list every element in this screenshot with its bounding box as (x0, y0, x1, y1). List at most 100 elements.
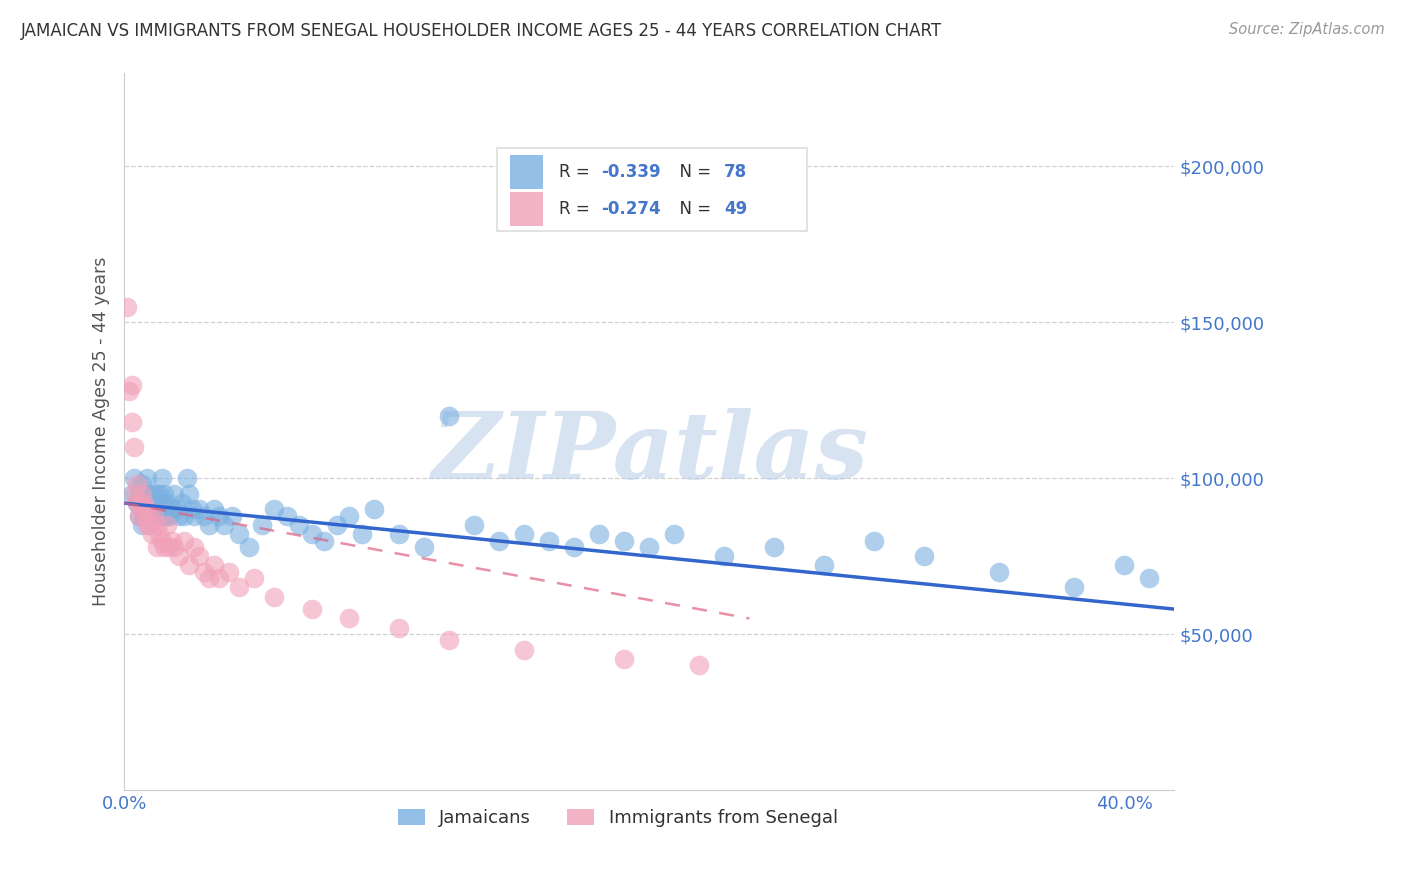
Text: N =: N = (669, 163, 717, 181)
Point (131, 487, 153, 501)
Point (179, 558, 201, 573)
Point (488, 533, 510, 548)
Text: JAMAICAN VS IMMIGRANTS FROM SENEGAL HOUSEHOLDER INCOME AGES 25 - 44 YEARS CORREL: JAMAICAN VS IMMIGRANTS FROM SENEGAL HOUS… (21, 22, 942, 40)
Y-axis label: Householder Income Ages 25 - 44 years: Householder Income Ages 25 - 44 years (93, 257, 110, 607)
Point (138, 518, 160, 533)
Point (122, 471, 145, 485)
Point (664, 527, 686, 541)
Point (121, 487, 143, 501)
Point (141, 502, 163, 516)
Point (167, 508, 190, 523)
Point (202, 502, 225, 516)
Point (135, 471, 157, 485)
Point (128, 508, 150, 523)
Point (193, 565, 215, 579)
Point (263, 590, 285, 604)
Point (150, 533, 173, 548)
Point (134, 496, 156, 510)
FancyBboxPatch shape (498, 148, 807, 231)
Point (160, 502, 183, 516)
Point (143, 508, 166, 523)
Point (176, 471, 198, 485)
Point (188, 502, 211, 516)
Point (125, 496, 148, 510)
Point (513, 642, 536, 657)
Point (198, 571, 221, 585)
Point (131, 518, 153, 533)
Point (156, 496, 179, 510)
Point (141, 527, 163, 541)
Point (153, 487, 176, 501)
Point (276, 508, 298, 523)
Point (301, 602, 323, 616)
Point (713, 549, 735, 563)
Text: -0.339: -0.339 (600, 163, 661, 181)
Point (131, 502, 153, 516)
Point (439, 633, 461, 648)
Point (250, 518, 273, 533)
Point (238, 540, 260, 554)
Point (138, 502, 160, 516)
Text: R =: R = (560, 163, 595, 181)
Point (183, 540, 205, 554)
Point (125, 477, 148, 491)
Text: 78: 78 (724, 163, 747, 181)
Point (538, 533, 561, 548)
Point (143, 496, 166, 510)
Text: 49: 49 (724, 200, 747, 219)
Point (153, 508, 176, 523)
Point (288, 518, 311, 533)
Point (221, 508, 243, 523)
Point (301, 527, 323, 541)
FancyBboxPatch shape (509, 154, 543, 189)
FancyBboxPatch shape (509, 192, 543, 227)
Point (326, 518, 349, 533)
Point (148, 527, 170, 541)
Point (160, 533, 183, 548)
Point (163, 540, 186, 554)
Point (363, 502, 385, 516)
Point (121, 415, 143, 429)
Point (138, 508, 160, 523)
Point (193, 508, 215, 523)
Point (863, 533, 886, 548)
Point (350, 527, 373, 541)
Point (263, 502, 285, 516)
Point (135, 502, 157, 516)
Point (128, 487, 150, 501)
Point (638, 540, 661, 554)
Point (135, 487, 157, 501)
Point (988, 565, 1011, 579)
Text: R =: R = (560, 200, 595, 219)
Point (463, 518, 485, 533)
Point (314, 533, 336, 548)
Point (167, 549, 190, 563)
Point (337, 611, 360, 625)
Point (148, 508, 170, 523)
Point (202, 558, 225, 573)
Point (763, 540, 786, 554)
Point (613, 652, 636, 666)
Point (588, 527, 610, 541)
Point (1063, 580, 1085, 594)
Point (128, 508, 150, 523)
Point (183, 508, 205, 523)
Point (156, 518, 179, 533)
Point (150, 496, 173, 510)
Point (145, 502, 167, 516)
Point (148, 487, 170, 501)
Point (134, 508, 156, 523)
Point (118, 384, 141, 398)
Point (208, 571, 231, 585)
Point (150, 471, 173, 485)
Point (141, 487, 163, 501)
Point (138, 508, 160, 523)
Point (243, 571, 266, 585)
Point (122, 487, 145, 501)
Point (513, 527, 536, 541)
Point (135, 518, 157, 533)
Point (218, 565, 240, 579)
Point (153, 540, 176, 554)
Point (813, 558, 835, 573)
Text: ZIPatlas: ZIPatlas (430, 408, 868, 498)
